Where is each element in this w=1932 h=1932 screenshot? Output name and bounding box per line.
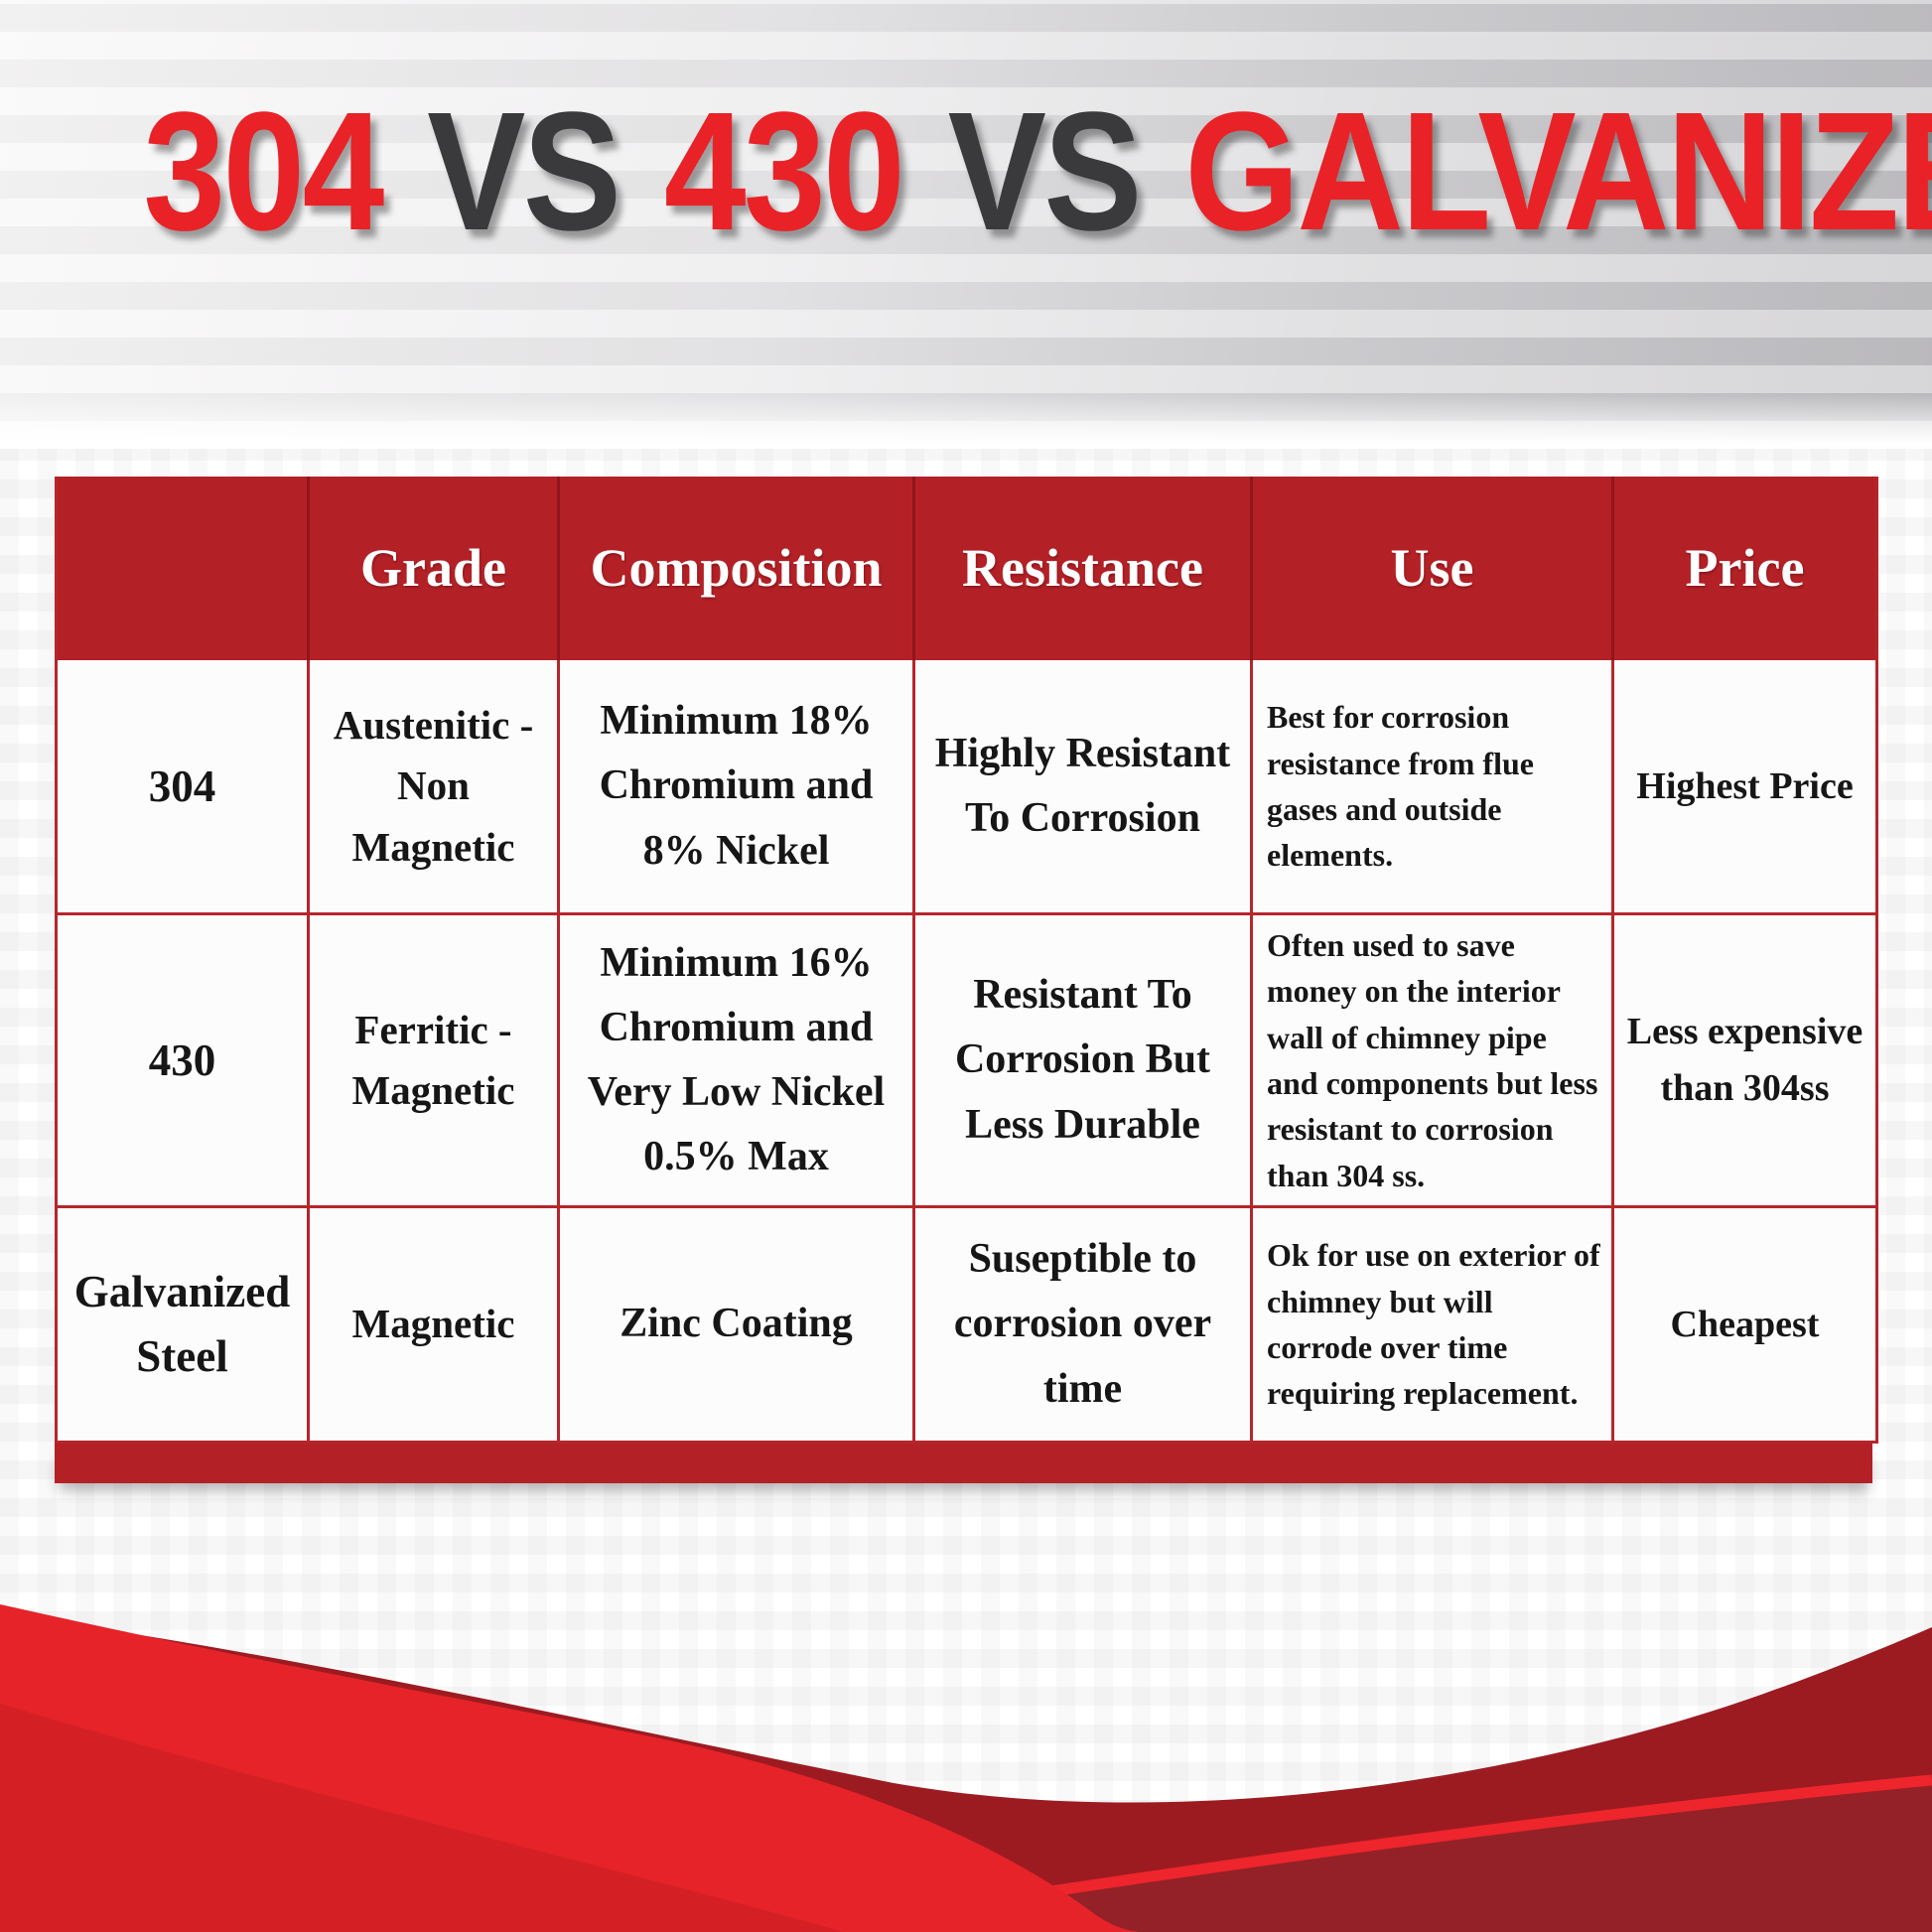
title-word-430: 430 xyxy=(663,77,905,266)
cell-430-resistance: Resistant To Corrosion But Less Durable xyxy=(915,915,1253,1208)
header-cell-price: Price xyxy=(1614,477,1875,660)
cell-304-grade: Austenitic - Non Magnetic xyxy=(310,660,560,915)
header-cell-resistance: Resistance xyxy=(915,477,1253,660)
page-title: 304VS430VSGALVANIZED xyxy=(121,77,1932,266)
bottom-swoosh-decoration xyxy=(0,1604,1932,1932)
gray-gradient-band xyxy=(0,0,1932,449)
title-word-vs-2: VS xyxy=(947,77,1143,266)
header-cell-use: Use xyxy=(1253,477,1614,660)
cell-304-use: Best for corrosion resistance from flue … xyxy=(1253,660,1614,915)
cell-430-use: Often used to save money on the interior… xyxy=(1253,915,1614,1208)
cell-galvanized-name: Galvanized Steel xyxy=(58,1208,310,1444)
cell-304-name: 304 xyxy=(58,660,310,915)
cell-430-price: Less expensive than 304ss xyxy=(1614,915,1875,1208)
table-footer-bar xyxy=(55,1444,1872,1483)
cell-galvanized-use: Ok for use on exterior of chimney but wi… xyxy=(1253,1208,1614,1444)
cell-galvanized-resistance: Suseptible to corrosion over time xyxy=(915,1208,1253,1444)
cell-galvanized-price: Cheapest xyxy=(1614,1208,1875,1444)
cell-430-grade: Ferritic - Magnetic xyxy=(310,915,560,1208)
header-cell-composition: Composition xyxy=(560,477,915,660)
cell-430-name: 430 xyxy=(58,915,310,1208)
cell-304-resistance: Highly Resistant To Corrosion xyxy=(915,660,1253,915)
cell-304-price: Highest Price xyxy=(1614,660,1875,915)
title-word-vs-1: VS xyxy=(427,77,621,266)
header-cell-empty xyxy=(58,477,310,660)
cell-430-composition: Minimum 16% Chromium and Very Low Nickel… xyxy=(560,915,915,1208)
comparison-table: Grade Composition Resistance Use Price 3… xyxy=(55,477,1878,1444)
cell-galvanized-grade: Magnetic xyxy=(310,1208,560,1444)
header-cell-grade: Grade xyxy=(310,477,560,660)
title-word-galvanized: GALVANIZED xyxy=(1184,77,1932,266)
cell-galvanized-composition: Zinc Coating xyxy=(560,1208,915,1444)
cell-304-composition: Minimum 18% Chromium and 8% Nickel xyxy=(560,660,915,915)
title-word-304: 304 xyxy=(143,77,384,266)
